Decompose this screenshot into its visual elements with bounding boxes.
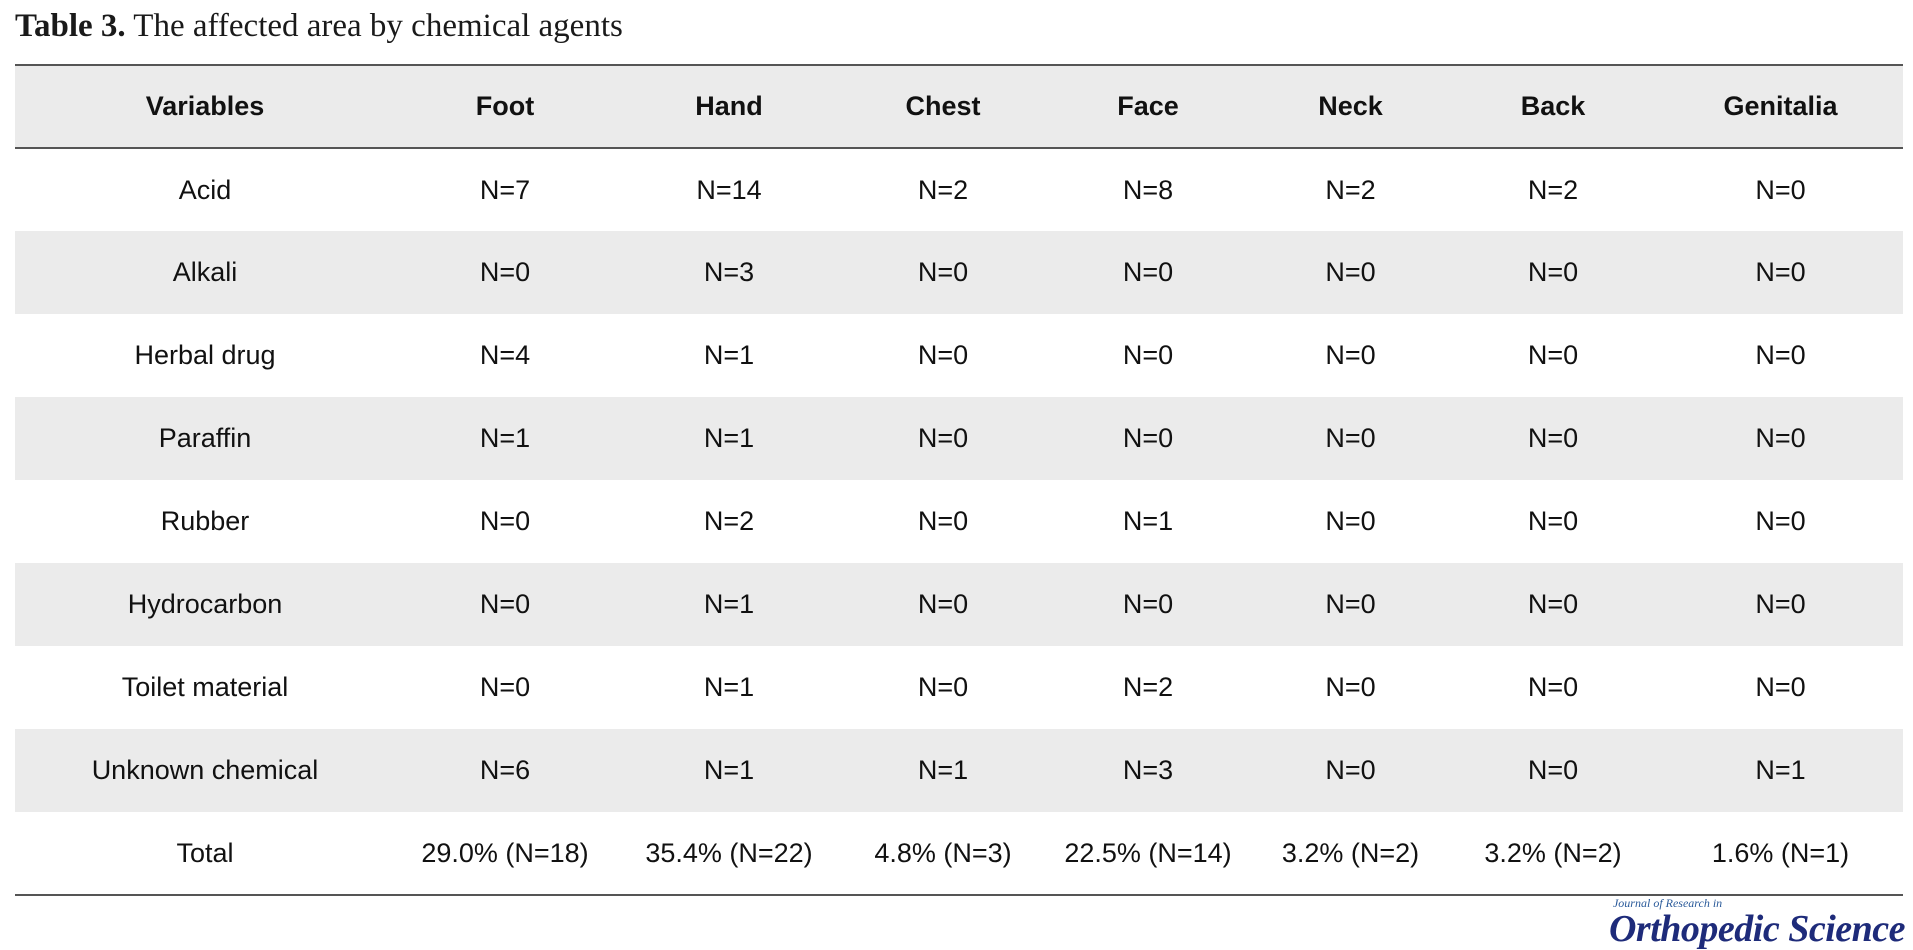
value-cell: 4.8% (N=3) xyxy=(843,812,1043,896)
logo-title: Orthopedic Science xyxy=(1608,908,1906,950)
value-cell: N=0 xyxy=(1527,506,1579,536)
value-cell: N=0 xyxy=(1755,506,1806,536)
value-cell: N=0 xyxy=(917,506,969,536)
journal-logo: Journal of Research in Orthopedic Scienc… xyxy=(1608,896,1906,950)
value-cell: N=0 xyxy=(1755,589,1806,619)
value-cell: N=0 xyxy=(1755,340,1806,370)
value-cell: N=1 xyxy=(917,755,969,785)
value-cell: N=8 xyxy=(1122,174,1174,205)
value-cell: N=0 xyxy=(1325,423,1376,453)
row-label-cell: Acid xyxy=(178,174,232,205)
value-cell: N=0 xyxy=(917,589,969,619)
row-label-cell: Rubber xyxy=(160,506,250,536)
value-cell: 1.6% (N=1) xyxy=(1658,812,1903,896)
row-label-cell: Total xyxy=(15,812,395,896)
value-cell: N=0 xyxy=(479,506,531,536)
value-cell: N=0 xyxy=(1122,589,1174,619)
value-cell: N=0 xyxy=(1755,423,1806,453)
table-row: Toilet material N=0 N=1 N=0 N=2 N=0 N=0 N=0 xyxy=(15,646,1903,729)
value-cell: N=2 xyxy=(1325,174,1376,205)
value-cell: N=0 xyxy=(1325,755,1376,785)
header-face: Face xyxy=(1043,64,1253,149)
header-genitalia: Genitalia xyxy=(1658,64,1903,149)
value-cell: N=0 xyxy=(1527,755,1579,785)
value-cell: 3.2% (N=2) xyxy=(1253,812,1448,896)
value-cell: N=0 xyxy=(1122,257,1174,287)
value-cell: N=2 xyxy=(703,506,755,536)
table-row: Unknown chemical N=6 N=1 N=1 N=3 N=0 N=0 N=1 xyxy=(15,729,1903,812)
value-cell: N=1 xyxy=(1755,755,1806,785)
header-row: Variables Foot Hand Chest Face Neck Back… xyxy=(15,64,1903,149)
value-cell: 35.4% (N=22) xyxy=(615,812,843,896)
value-cell: N=1 xyxy=(479,423,531,453)
value-cell: 22.5% (N=14) xyxy=(1043,812,1253,896)
value-cell: N=0 xyxy=(479,589,531,619)
value-cell: N=1 xyxy=(703,340,755,370)
table-row: Acid N=7 N=14 N=2 N=8 N=2 N=2 N=0 xyxy=(15,148,1903,231)
value-cell: N=0 xyxy=(1325,340,1376,370)
row-label-cell: Unknown chemical xyxy=(91,755,319,785)
row-label-cell: Alkali xyxy=(172,257,238,287)
value-cell: N=0 xyxy=(1325,506,1376,536)
header-neck: Neck xyxy=(1253,64,1448,149)
value-cell: 29.0% (N=18) xyxy=(395,812,615,896)
value-cell: N=2 xyxy=(1527,174,1579,205)
value-cell: N=4 xyxy=(479,340,531,370)
logo-subtitle: Journal of Research in xyxy=(1612,896,1723,910)
value-cell: N=0 xyxy=(479,257,531,287)
table-row: Hydrocarbon N=0 N=1 N=0 N=0 N=0 N=0 N=0 xyxy=(15,563,1903,646)
table-header: Variables Foot Hand Chest Face Neck Back… xyxy=(15,64,1903,149)
value-cell: N=0 xyxy=(1755,257,1806,287)
row-label-cell: Herbal drug xyxy=(134,340,276,370)
value-cell: N=0 xyxy=(917,257,969,287)
value-cell: N=1 xyxy=(703,589,755,619)
value-cell: N=1 xyxy=(1122,506,1174,536)
value-cell: N=0 xyxy=(1325,672,1376,702)
row-label-cell: Toilet material xyxy=(121,672,289,702)
value-cell: N=3 xyxy=(1122,755,1174,785)
table-caption: Table 3. The affected area by chemical a… xyxy=(15,2,623,50)
table-row: Paraffin N=1 N=1 N=0 N=0 N=0 N=0 N=0 xyxy=(15,397,1903,480)
value-cell: N=0 xyxy=(917,423,969,453)
value-cell: 3.2% (N=2) xyxy=(1448,812,1658,896)
header-variables: Variables xyxy=(15,64,395,149)
header-hand: Hand xyxy=(615,64,843,149)
value-cell: N=14 xyxy=(696,174,762,205)
value-cell: N=0 xyxy=(1325,589,1376,619)
value-cell: N=0 xyxy=(1527,423,1579,453)
value-cell: N=0 xyxy=(1755,672,1806,702)
value-cell: N=6 xyxy=(479,755,531,785)
table-label: Table 3. xyxy=(15,8,126,44)
row-label-cell: Paraffin xyxy=(158,423,252,453)
value-cell: N=0 xyxy=(1755,174,1806,205)
data-table: Variables Foot Hand Chest Face Neck Back… xyxy=(15,64,1903,896)
value-cell: N=1 xyxy=(703,672,755,702)
table-row: Alkali N=0 N=3 N=0 N=0 N=0 N=0 N=0 xyxy=(15,231,1903,314)
value-cell: N=0 xyxy=(1527,589,1579,619)
value-cell: N=2 xyxy=(1122,672,1174,702)
table-row: Rubber N=0 N=2 N=0 N=1 N=0 N=0 N=0 xyxy=(15,480,1903,563)
table-row: Herbal drug N=4 N=1 N=0 N=0 N=0 N=0 N=0 xyxy=(15,314,1903,397)
value-cell: N=0 xyxy=(1527,340,1579,370)
table-body: Acid N=7 N=14 N=2 N=8 N=2 N=2 N=0 Alkali N=0 N=3 N=… xyxy=(15,148,1903,896)
value-cell: N=1 xyxy=(703,423,755,453)
value-cell: N=0 xyxy=(917,340,969,370)
value-cell: N=0 xyxy=(1527,672,1579,702)
header-back: Back xyxy=(1448,64,1658,149)
value-cell: N=0 xyxy=(917,672,969,702)
value-cell: N=7 xyxy=(479,174,531,205)
value-cell: N=0 xyxy=(479,672,531,702)
row-label-cell: Hydrocarbon xyxy=(127,589,283,619)
header-foot: Foot xyxy=(395,64,615,149)
value-cell: N=0 xyxy=(1122,340,1174,370)
value-cell: N=0 xyxy=(1325,257,1376,287)
header-chest: Chest xyxy=(843,64,1043,149)
total-row: Total 29.0% (N=18) 35.4% (N=22) 4.8% (N=3) 2… xyxy=(15,812,1903,896)
value-cell: N=0 xyxy=(1527,257,1579,287)
value-cell: N=3 xyxy=(703,257,755,287)
value-cell: N=2 xyxy=(917,174,969,205)
value-cell: N=0 xyxy=(1122,423,1174,453)
value-cell: N=1 xyxy=(703,755,755,785)
table-title: The affected area by chemical agents xyxy=(125,8,623,44)
